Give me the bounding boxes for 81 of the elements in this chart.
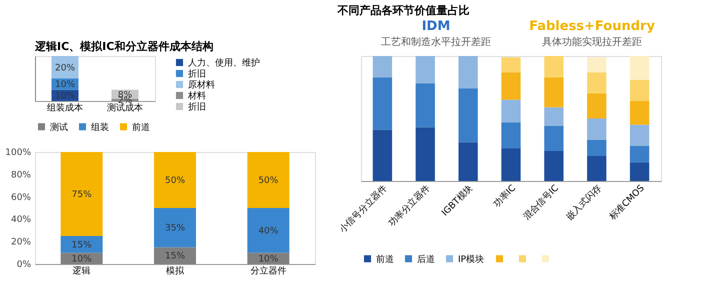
legend-label: 测试 — [50, 122, 68, 133]
y-tick-label: 40% — [10, 215, 32, 226]
bar — [630, 80, 650, 101]
text: IDM — [422, 19, 450, 34]
data-label: 10% — [258, 254, 279, 264]
data-label: 50% — [164, 176, 186, 186]
bar — [247, 152, 290, 208]
bar — [372, 56, 392, 78]
x-tick-label: 功率IC — [491, 182, 518, 210]
data-label: 15% — [72, 240, 92, 250]
x-tick-label: 嵌入式闪存 — [564, 182, 604, 222]
text: 工艺和制造水平拉开差距 — [381, 36, 491, 48]
bar — [60, 152, 103, 236]
x-tick-label: 分立器件 — [250, 266, 286, 276]
x-tick-label: 逻辑 — [72, 266, 91, 276]
bar — [587, 118, 606, 140]
data-label: 35% — [164, 224, 186, 234]
bar — [458, 56, 478, 88]
data-label: 10% — [72, 254, 92, 264]
bar — [416, 127, 435, 181]
legend-label: 原材料 — [188, 80, 215, 90]
bar — [544, 151, 564, 181]
legend-label: 折旧 — [188, 102, 206, 112]
bar — [501, 57, 521, 72]
legend-label: 材料 — [187, 90, 206, 102]
y-tick-label: 60% — [10, 192, 32, 203]
bar — [372, 77, 392, 130]
bar — [154, 208, 196, 248]
bar — [416, 84, 435, 128]
chart-title: 不同产品各环节价值量占比 — [336, 4, 470, 17]
bar — [372, 130, 392, 181]
bar — [630, 56, 650, 80]
legend-label: 前道 — [132, 122, 150, 133]
bar — [458, 88, 478, 142]
bar — [154, 247, 196, 264]
legend-label: 人力、使用、维护 — [188, 58, 260, 68]
chart-title: 逻辑IC、模拟IC和分立器件成本结构 — [34, 40, 214, 53]
data-label: 50% — [258, 176, 279, 186]
data-label: 10% — [54, 80, 76, 90]
bar — [501, 100, 521, 122]
bar — [501, 72, 521, 100]
y-tick-label: 0% — [16, 260, 32, 270]
data-label: 15% — [164, 252, 186, 262]
bar — [630, 162, 650, 181]
bar — [630, 124, 650, 146]
bar — [60, 236, 103, 253]
x-tick-label: 组装成本 — [47, 102, 83, 114]
text: Fabless+Foundry — [529, 19, 656, 34]
y-tick-label: 100% — [5, 148, 32, 158]
bar — [416, 56, 435, 84]
bar — [544, 126, 564, 151]
bar — [154, 152, 196, 208]
bar — [501, 122, 521, 148]
bar — [587, 57, 606, 72]
bar — [630, 101, 650, 125]
bar — [458, 142, 478, 181]
x-tick-label: 测试成本 — [107, 102, 143, 114]
legend-label: 后道 — [417, 254, 435, 265]
data-label: 40% — [258, 226, 279, 236]
y-tick-label: 20% — [10, 238, 32, 248]
bar — [630, 146, 650, 162]
data-label: 10% — [54, 91, 76, 102]
bar — [587, 72, 606, 94]
bar — [247, 208, 290, 253]
bar — [544, 56, 564, 78]
legend-label: 组装 — [91, 122, 109, 133]
bar — [544, 107, 564, 126]
data-label: 20% — [54, 63, 76, 74]
bar — [544, 77, 564, 108]
legend-label: 前道 — [376, 254, 394, 265]
text: 具体功能实现拉开差距 — [542, 36, 642, 48]
legend-label: 折旧 — [188, 68, 206, 80]
legend-label: IP模块 — [458, 254, 484, 265]
bar — [587, 140, 606, 156]
x-tick-label: 模拟 — [166, 266, 185, 276]
y-tick-label: 80% — [10, 170, 32, 180]
bar — [501, 148, 521, 181]
data-label: 75% — [72, 190, 92, 200]
bar — [587, 94, 606, 118]
x-tick-label: 混合信号IC — [521, 182, 561, 222]
bar — [587, 156, 606, 181]
